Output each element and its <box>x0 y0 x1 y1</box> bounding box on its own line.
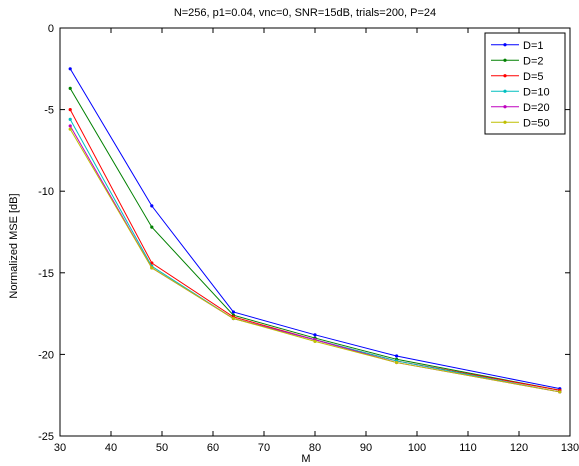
legend-item: D=1 <box>491 40 544 52</box>
series-d-50 <box>68 127 562 394</box>
x-tick-label: 100 <box>408 442 426 454</box>
legend-item: D=2 <box>491 55 544 67</box>
data-point <box>313 339 317 343</box>
chart-title: N=256, p1=0.04, vnc=0, SNR=15dB, trials=… <box>174 7 436 19</box>
x-axis-title: M <box>301 453 310 465</box>
legend-marker <box>503 43 507 47</box>
legend-label: D=20 <box>523 102 550 114</box>
x-tick-label: 30 <box>54 442 66 454</box>
y-tick-label: -15 <box>38 268 54 280</box>
legend-item: D=5 <box>491 71 544 83</box>
legend-marker <box>503 58 507 62</box>
x-tick-label: 50 <box>156 442 168 454</box>
legend-item: D=10 <box>491 86 550 98</box>
x-tick-label: 130 <box>561 442 579 454</box>
legend-marker <box>503 105 507 109</box>
y-tick-label: -10 <box>38 186 54 198</box>
data-point <box>231 310 235 314</box>
series-d-1 <box>68 67 562 391</box>
legend-label: D=2 <box>523 55 544 67</box>
data-point <box>68 67 72 71</box>
data-point <box>68 124 72 128</box>
legend-marker <box>503 74 507 78</box>
x-tick-label: 70 <box>258 442 270 454</box>
x-tick-label: 120 <box>510 442 528 454</box>
data-point <box>150 204 154 208</box>
data-point <box>313 333 317 337</box>
legend-label: D=5 <box>523 71 544 83</box>
data-point <box>150 225 154 229</box>
legend-box <box>484 32 566 135</box>
x-tick-label: 90 <box>360 442 372 454</box>
y-tick-label: 0 <box>48 23 54 35</box>
data-point <box>68 86 72 90</box>
series-line <box>69 128 560 393</box>
legend: D=1 D=2 D=5 D=10 D=20 D=50 <box>484 32 566 135</box>
legend-item: D=50 <box>491 117 550 129</box>
data-point <box>231 316 235 321</box>
x-tick-label: 40 <box>105 442 117 454</box>
legend-marker <box>503 89 507 93</box>
data-point <box>150 266 154 270</box>
data-point <box>395 360 399 365</box>
legend-label: D=50 <box>523 117 550 129</box>
series-line <box>69 68 560 390</box>
data-point <box>68 127 72 131</box>
y-tick-label: -20 <box>38 349 54 361</box>
data-point <box>558 390 562 394</box>
legend-label: D=10 <box>523 86 550 98</box>
plot-area: 30 40 50 60 70 80 90 100 110 120 130 0 -5 -10 -15 -20 -2… <box>38 23 579 454</box>
legend-label: D=1 <box>523 40 544 52</box>
x-tick-label: 80 <box>309 442 321 454</box>
data-point <box>395 354 399 358</box>
series-line <box>69 88 560 391</box>
data-point <box>68 108 72 112</box>
data-point <box>68 117 72 121</box>
legend-item: D=20 <box>491 102 550 114</box>
x-tick-label: 110 <box>459 442 477 454</box>
legend-marker <box>503 120 507 124</box>
y-tick-label: -5 <box>44 105 54 117</box>
y-axis-title: Normalized MSE [dB] <box>8 193 20 298</box>
y-tick-label: -25 <box>38 431 54 443</box>
x-tick-label: 60 <box>207 442 219 454</box>
